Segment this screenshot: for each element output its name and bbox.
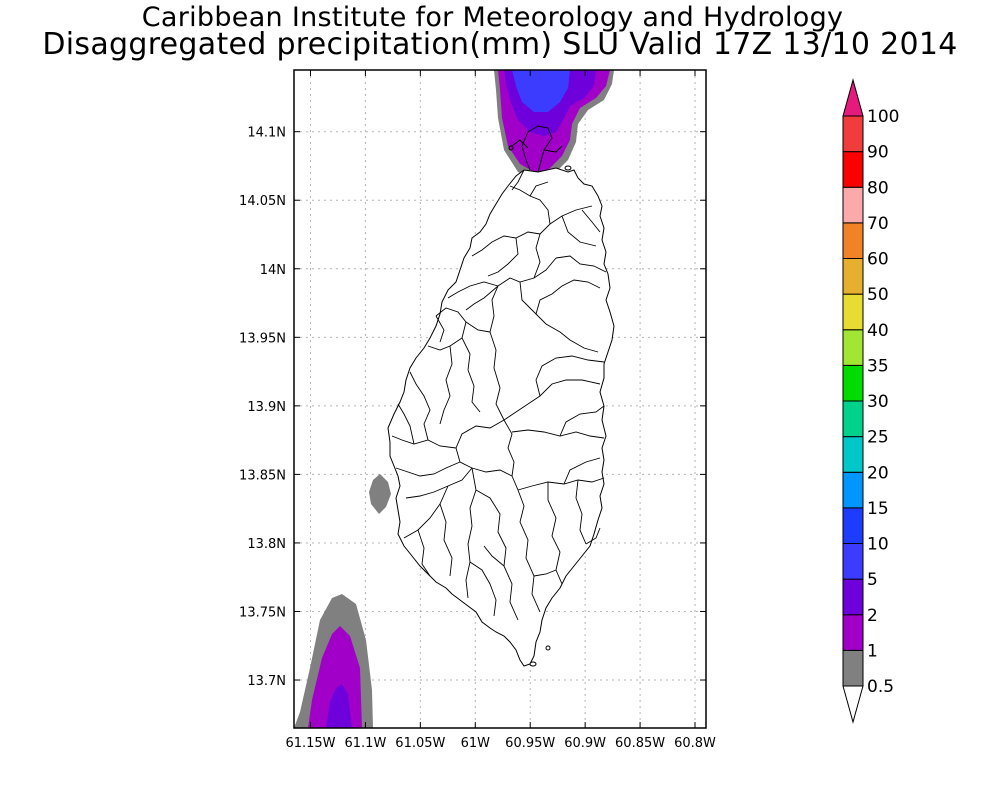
map-frame bbox=[293, 69, 707, 729]
legend-swatch bbox=[842, 258, 864, 295]
chart-title: Caribbean Institute for Meteorology and … bbox=[141, 2, 844, 33]
legend-label: 15 bbox=[867, 499, 889, 519]
legend-label: 90 bbox=[867, 143, 889, 163]
legend-label: 60 bbox=[867, 250, 889, 270]
y-tick-label: 13.7N bbox=[247, 674, 286, 689]
y-tick-label: 14N bbox=[260, 263, 286, 278]
legend-label: 1 bbox=[867, 641, 878, 661]
legend-swatch bbox=[842, 614, 864, 651]
legend-label: 50 bbox=[867, 285, 889, 305]
legend-swatch bbox=[842, 115, 864, 153]
legend-label: 0.5 bbox=[867, 677, 894, 697]
legend-under-triangle bbox=[842, 685, 864, 724]
legend-label: 40 bbox=[867, 321, 889, 341]
legend-swatch bbox=[842, 471, 864, 509]
legend-swatch bbox=[842, 436, 864, 473]
legend-swatch bbox=[842, 151, 864, 188]
legend-swatch bbox=[842, 364, 864, 402]
legend-label: 2 bbox=[867, 606, 878, 626]
legend-over-triangle bbox=[842, 78, 864, 117]
y-tick-label: 13.75N bbox=[239, 605, 286, 620]
x-tick-label: 61W bbox=[461, 736, 491, 751]
legend-label: 25 bbox=[867, 428, 889, 448]
legend-label: 20 bbox=[867, 463, 889, 483]
legend-swatch bbox=[842, 186, 864, 224]
legend-swatch bbox=[842, 543, 864, 580]
chart-subtitle: Disaggregated precipitation(mm) SLU Vali… bbox=[42, 27, 958, 62]
y-tick-label: 13.9N bbox=[247, 400, 286, 415]
x-tick-label: 61.15W bbox=[285, 736, 335, 751]
watershed-boundaries bbox=[391, 125, 607, 621]
y-tick-label: 14.1N bbox=[247, 126, 286, 141]
legend-label: 35 bbox=[867, 356, 889, 376]
legend-swatch bbox=[842, 507, 864, 544]
x-tick-label: 61.1W bbox=[345, 736, 387, 751]
legend-swatch bbox=[842, 649, 864, 687]
legend-swatch bbox=[842, 329, 864, 366]
legend-label: 30 bbox=[867, 392, 889, 412]
y-tick-label: 13.8N bbox=[247, 537, 286, 552]
legend-label: 80 bbox=[867, 178, 889, 198]
legend-label: 10 bbox=[867, 535, 889, 555]
x-tick-label: 60.85W bbox=[615, 736, 665, 751]
legend-label: 70 bbox=[867, 214, 889, 234]
legend-swatch bbox=[842, 293, 864, 331]
y-tick-label: 13.95N bbox=[239, 331, 286, 346]
precip-area-southwest-5mm bbox=[326, 684, 352, 728]
islet bbox=[545, 645, 551, 651]
islet bbox=[564, 165, 572, 171]
legend-swatch bbox=[842, 400, 864, 438]
y-tick-label: 13.85N bbox=[239, 468, 286, 483]
islet bbox=[529, 661, 537, 667]
y-tick-label: 14.05N bbox=[239, 194, 286, 209]
legend-label: 5 bbox=[867, 570, 878, 590]
legend-swatch bbox=[842, 222, 864, 259]
axis-ticks: 61.15W 61.1W 61.05W 61W 60.95W 60.9W 60.85W 60.… bbox=[239, 70, 716, 751]
x-tick-label: 60.9W bbox=[564, 736, 606, 751]
x-tick-label: 60.8W bbox=[674, 736, 716, 751]
legend-swatch bbox=[842, 578, 864, 616]
legend-label: 100 bbox=[867, 107, 899, 127]
precip-area-north-10mm bbox=[512, 70, 570, 112]
x-tick-label: 60.95W bbox=[505, 736, 555, 751]
precip-area-west-1mm bbox=[369, 474, 391, 514]
x-tick-label: 61.05W bbox=[395, 736, 445, 751]
islet bbox=[508, 145, 514, 151]
